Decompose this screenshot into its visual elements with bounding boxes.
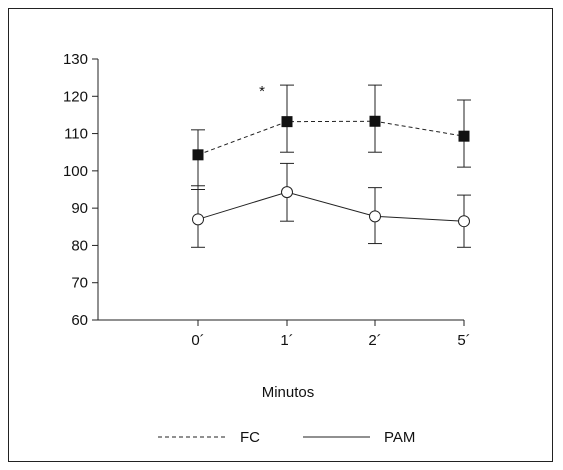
series-line [197, 120, 465, 156]
legend-pam-label: PAM [384, 429, 415, 446]
x-tick-label: 1´ [280, 332, 293, 349]
y-tick-label: 130 [63, 51, 88, 68]
y-axis-ticks: 60 70 80 90 100 110 120 130 [63, 51, 98, 329]
series-line [197, 191, 465, 222]
y-tick-label: 80 [71, 237, 88, 254]
y-tick-label: 90 [71, 200, 88, 217]
series-pam [191, 162, 471, 248]
data-point-square [281, 116, 293, 128]
data-point-square [458, 130, 470, 142]
x-tick-label: 5´ [457, 332, 470, 349]
series-fc [191, 84, 471, 190]
data-point-square [192, 149, 204, 161]
data-point-circle [192, 213, 204, 226]
data-point-circle [458, 215, 470, 228]
chart-frame [8, 8, 553, 462]
data-point-square [369, 115, 381, 127]
y-tick-label: 100 [63, 163, 88, 180]
y-tick-label: 70 [71, 275, 88, 292]
x-axis-ticks: 0´ 1´ 2´ 5´ [191, 320, 471, 349]
y-tick-label: 110 [64, 126, 88, 143]
series-layer [191, 84, 471, 248]
y-tick-label: 120 [63, 88, 88, 105]
legend-fc-label: FC [240, 429, 260, 446]
x-tick-label: 2´ [368, 332, 381, 349]
significance-annotation: * [259, 83, 265, 100]
x-axis-title: Minutos [262, 384, 315, 401]
data-point-circle [369, 210, 381, 223]
data-point-circle [281, 186, 293, 199]
axes [97, 59, 464, 321]
legend: FC PAM [158, 429, 415, 446]
y-tick-label: 60 [71, 312, 88, 329]
x-tick-label: 0´ [191, 332, 204, 349]
